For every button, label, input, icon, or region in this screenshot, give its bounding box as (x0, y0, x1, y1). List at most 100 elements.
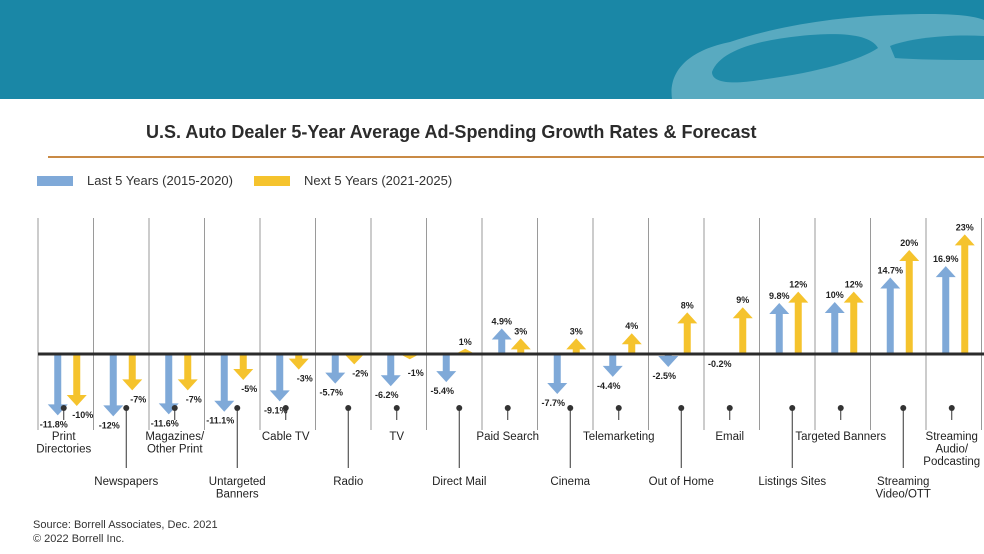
arrow-last-5-years (103, 354, 124, 417)
legend-item-next: Next 5 Years (2021-2025) (254, 173, 452, 188)
category-label: Radio (333, 476, 363, 488)
title-divider (48, 156, 984, 158)
arrow-next-5-years (344, 354, 365, 365)
value-label-last: 10% (826, 290, 844, 300)
arrow-next-5-years (732, 307, 753, 354)
arrow-next-5-years (288, 354, 309, 370)
value-label-next: -10% (72, 410, 93, 420)
value-label-last: -0.2% (708, 359, 732, 369)
arrow-last-5-years (658, 354, 679, 367)
value-label-next: 23% (956, 222, 974, 232)
value-label-next: 3% (514, 326, 527, 336)
category-label: Magazines/ (145, 431, 205, 443)
value-label-last: -11.8% (40, 419, 68, 429)
category-label: Audio/ (935, 444, 968, 456)
arrow-last-5-years (824, 302, 845, 354)
category-label: Streaming (877, 476, 929, 488)
value-label-next: 4% (625, 321, 638, 331)
value-label-next: -7% (186, 394, 202, 404)
value-label-last: 4.9% (491, 317, 512, 327)
arrow-last-5-years (158, 354, 179, 415)
arrow-last-5-years (491, 328, 512, 354)
arrow-last-5-years (325, 354, 346, 384)
arrow-next-5-years (899, 250, 920, 354)
category-label: Banners (216, 489, 259, 501)
category-label: Targeted Banners (795, 431, 886, 443)
value-label-next: -7% (130, 394, 146, 404)
arrow-last-5-years (214, 354, 235, 412)
category-label: Direct Mail (432, 476, 486, 488)
arrow-last-5-years (47, 354, 68, 416)
legend-item-last: Last 5 Years (2015-2020) (37, 173, 233, 188)
arrow-last-5-years (269, 354, 290, 402)
value-label-last: -7.7% (541, 398, 565, 408)
value-label-next: 12% (845, 280, 863, 290)
category-label: Streaming (926, 431, 978, 443)
category-label: Video/OTT (876, 489, 931, 501)
value-label-last: -11.6% (151, 418, 179, 428)
category-label: Podcasting (923, 456, 980, 468)
arrow-next-5-years (954, 234, 975, 354)
value-label-next: 3% (570, 326, 583, 336)
value-label-last: 14.7% (877, 266, 903, 276)
value-label-last: -2.5% (652, 371, 676, 381)
category-label: Other Print (147, 444, 203, 456)
copyright-note: © 2022 Borrell Inc. (33, 533, 125, 545)
arrow-next-5-years (566, 338, 587, 354)
value-label-next: -1% (408, 368, 424, 378)
value-label-next: -3% (297, 374, 313, 384)
legend-swatch-next (254, 175, 290, 186)
value-label-last: 9.8% (769, 291, 790, 301)
category-label: Email (715, 431, 744, 443)
value-label-last: -11.1% (206, 416, 234, 426)
category-label: Directories (36, 444, 91, 456)
arrow-last-5-years (436, 354, 457, 383)
arrow-next-5-years (177, 354, 198, 391)
arrow-next-5-years (621, 333, 642, 354)
header-banner (0, 0, 984, 99)
value-label-next: -5% (241, 384, 257, 394)
category-label: Paid Search (476, 431, 539, 443)
arrow-last-5-years (880, 277, 901, 354)
category-label: Cable TV (262, 431, 310, 443)
car-silhouette-graphic (671, 14, 984, 99)
arrow-next-5-years (677, 312, 698, 354)
arrow-last-5-years (547, 354, 568, 395)
value-label-last: -6.2% (375, 390, 399, 400)
arrow-next-5-years (843, 291, 864, 354)
value-label-last: -9.1% (264, 405, 288, 415)
legend-label-last: Last 5 Years (2015-2020) (87, 173, 233, 188)
value-label-next: 9% (736, 295, 749, 305)
value-label-next: 8% (681, 300, 694, 310)
value-label-last: -5.4% (430, 386, 454, 396)
value-label-next: 20% (900, 238, 918, 248)
arrow-last-5-years (380, 354, 401, 387)
value-label-last: -12% (99, 420, 120, 430)
category-label: Telemarketing (583, 431, 655, 443)
category-label: Untargeted (209, 476, 266, 488)
zero-axis-line (38, 352, 984, 356)
category-label: Print (52, 431, 76, 443)
category-label: Cinema (550, 476, 590, 488)
arrow-last-5-years (602, 354, 623, 377)
arrow-next-5-years (233, 354, 254, 380)
category-label: Listings Sites (758, 476, 826, 488)
value-label-last: -5.7% (319, 388, 343, 398)
legend-label-next: Next 5 Years (2021-2025) (304, 173, 453, 188)
chart-title: U.S. Auto Dealer 5-Year Average Ad-Spend… (146, 122, 757, 142)
value-label-next: 1% (459, 337, 472, 347)
category-label: TV (389, 431, 404, 443)
category-label: Newspapers (94, 476, 158, 488)
value-label-last: 16.9% (933, 254, 959, 264)
arrow-next-5-years (66, 354, 87, 406)
arrow-next-5-years (788, 291, 809, 354)
arrow-next-5-years (122, 354, 143, 391)
arrow-last-5-years (935, 266, 956, 354)
category-label: Out of Home (649, 476, 714, 488)
value-label-last: -4.4% (597, 381, 621, 391)
value-label-next: -2% (352, 368, 368, 378)
arrow-next-5-years (510, 338, 531, 354)
source-note: Source: Borrell Associates, Dec. 2021 (33, 519, 218, 531)
value-label-next: 12% (789, 280, 807, 290)
